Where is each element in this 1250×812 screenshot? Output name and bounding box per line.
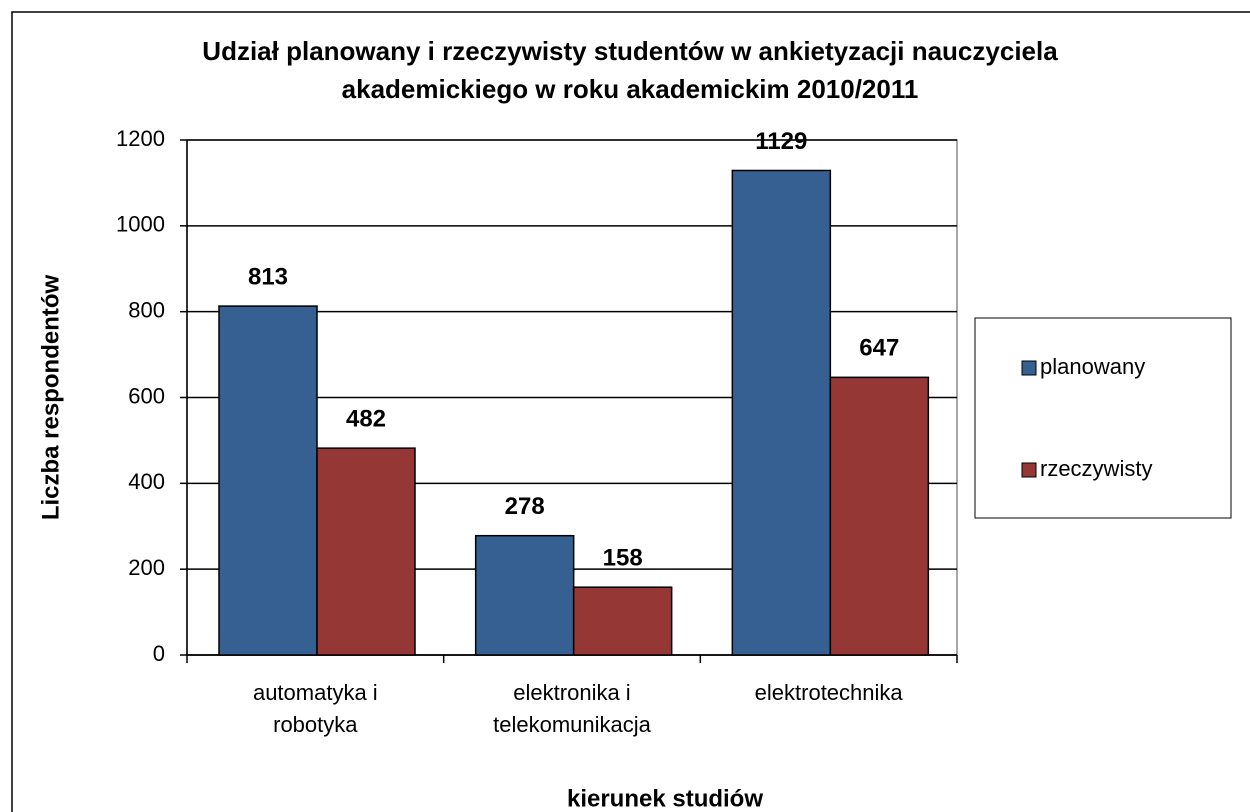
- data-label: 813: [248, 263, 288, 290]
- bar: [731, 169, 832, 656]
- y-tick-label: 0: [153, 641, 165, 666]
- y-tick-label: 800: [128, 297, 165, 322]
- legend-swatch: [1021, 462, 1037, 478]
- legend-swatch: [1021, 360, 1037, 376]
- data-label: 1129: [755, 128, 807, 155]
- chart-title: Udział planowany i rzeczywisty studentów…: [202, 36, 1058, 104]
- bar: [218, 305, 318, 656]
- x-tick-label: automatyka i robotyka: [252, 680, 378, 737]
- legend-label: rzeczywisty: [1040, 456, 1152, 481]
- x-axis-title: kierunek studiów: [567, 785, 763, 812]
- data-label: 278: [505, 493, 545, 520]
- y-tick-label: 600: [128, 383, 165, 408]
- bar: [572, 586, 673, 656]
- y-tick-label: 200: [128, 555, 165, 580]
- legend-box: [974, 317, 1232, 519]
- bar: [474, 534, 575, 656]
- x-tick-label: elektrotechnika: [754, 680, 903, 705]
- bar: [829, 376, 930, 656]
- data-label: 158: [603, 545, 643, 572]
- data-label: 482: [346, 405, 386, 432]
- data-label: 647: [859, 335, 899, 362]
- y-axis-title: Liczba respondentów: [37, 274, 64, 520]
- chart-frame: [11, 11, 1250, 812]
- y-tick-label: 1000: [116, 212, 165, 237]
- bar: [316, 447, 416, 656]
- y-tick-label: 400: [128, 469, 165, 494]
- y-tick-label: 1200: [116, 126, 165, 151]
- x-tick-label: elektronika i telekomunikacja: [493, 680, 651, 737]
- legend-label: planowany: [1040, 354, 1145, 379]
